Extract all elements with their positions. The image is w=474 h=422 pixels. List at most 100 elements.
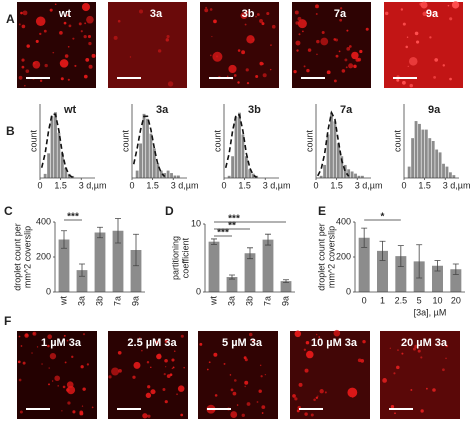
droplet [172, 366, 175, 369]
droplet [166, 374, 171, 378]
droplet [347, 387, 358, 398]
droplet [35, 39, 39, 43]
x-tick-label: 0 [37, 180, 42, 190]
hist-bar [60, 153, 64, 178]
hist-bar [326, 134, 330, 178]
bar [395, 256, 407, 292]
x-tick-label: 10 [432, 295, 442, 305]
error-bar [115, 218, 121, 244]
droplet [266, 11, 270, 16]
droplet [213, 352, 218, 357]
droplet [88, 64, 93, 69]
micrograph [17, 331, 97, 419]
droplet [83, 35, 87, 39]
droplet [22, 361, 26, 365]
droplet [351, 396, 354, 398]
y-tick-label: 400 [36, 216, 51, 226]
significance-label: * [381, 212, 385, 223]
hist-bar [54, 112, 57, 178]
droplet [241, 413, 245, 417]
hist-bar [333, 121, 337, 178]
droplet [393, 372, 396, 375]
hist-bar [431, 141, 435, 178]
droplet [81, 405, 84, 407]
error-bar [434, 260, 441, 272]
droplet [408, 57, 418, 66]
droplet [85, 57, 90, 62]
droplet [260, 375, 263, 378]
droplet [176, 393, 178, 396]
x-tick-label: 3a [76, 296, 86, 306]
hist-bar [435, 149, 439, 178]
y-axis-label: count [120, 129, 130, 152]
droplet [233, 379, 237, 382]
error-bar [397, 245, 404, 268]
droplet [164, 358, 168, 363]
image-label: 7a [334, 8, 347, 20]
droplet [345, 66, 348, 69]
droplet [157, 49, 162, 53]
droplet [333, 329, 341, 337]
droplet [315, 396, 319, 399]
image-label: wt [58, 8, 72, 20]
hist-title: 7a [340, 104, 353, 116]
bar [377, 250, 388, 292]
droplet [434, 58, 439, 62]
image-label: 9a [426, 8, 439, 20]
fit-curve [317, 110, 350, 177]
droplet [72, 37, 75, 40]
droplet [91, 53, 96, 58]
significance-label: *** [228, 214, 240, 225]
hist-bar [428, 138, 432, 178]
hist-bar [43, 173, 47, 178]
hist-bar [448, 172, 452, 178]
y-axis-label: count [304, 129, 314, 152]
droplet [44, 63, 48, 68]
droplet [167, 81, 174, 87]
x-tick-label: 1 [380, 295, 385, 305]
error-bar [283, 279, 289, 283]
droplet [163, 373, 166, 376]
droplet [436, 343, 439, 346]
panel-letter: C [4, 204, 13, 218]
bar [130, 250, 142, 292]
droplet [324, 391, 327, 394]
droplet [66, 14, 69, 16]
droplet [171, 367, 173, 370]
x-axis-label: d,µm [86, 180, 106, 190]
error-bar [452, 263, 459, 275]
droplet [118, 369, 122, 373]
droplet [297, 19, 307, 29]
droplet [230, 388, 234, 392]
error-bar [133, 233, 139, 267]
droplet [341, 69, 346, 73]
droplet [199, 342, 203, 346]
droplet [307, 48, 312, 52]
droplet [451, 1, 460, 9]
droplet [433, 75, 436, 79]
hist-title: 3b [248, 104, 261, 116]
droplet [59, 30, 63, 35]
droplet [304, 412, 308, 416]
droplet [22, 10, 28, 16]
droplet [150, 366, 152, 369]
droplet [298, 382, 303, 387]
hist-bar [340, 156, 344, 178]
x-tick-label: 0 [401, 180, 406, 190]
droplet [442, 368, 445, 372]
y-axis-label: coefficient [180, 237, 190, 278]
droplet [333, 79, 337, 83]
y-axis-label: droplet count per [12, 223, 22, 291]
hist-bar [357, 175, 361, 178]
droplet [62, 385, 66, 389]
droplet [67, 401, 71, 405]
x-tick-label: 9a [280, 296, 290, 306]
x-tick-label: 5 [417, 295, 422, 305]
droplet [426, 387, 428, 390]
hist-bar [414, 121, 418, 178]
droplet [129, 56, 132, 58]
droplet [72, 410, 76, 414]
droplet [445, 357, 447, 360]
hist-bar [251, 173, 255, 178]
hist-bar [354, 173, 357, 178]
